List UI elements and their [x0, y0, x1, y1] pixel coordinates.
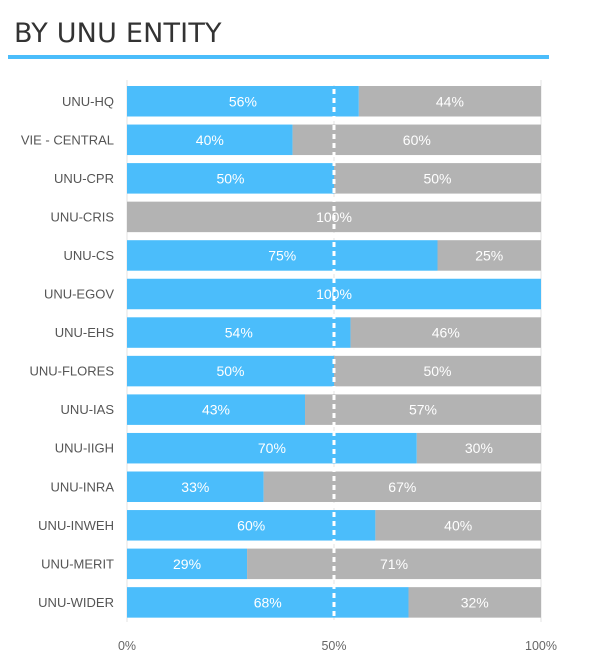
- bar-segment-1[interactable]: [437, 240, 542, 271]
- bar-segment-0[interactable]: [127, 355, 334, 387]
- bar-segment-1[interactable]: [416, 432, 541, 464]
- data-label: 50%: [423, 363, 451, 379]
- category-label: UNU-CPR: [54, 171, 114, 186]
- bar-segment-1[interactable]: [358, 86, 541, 117]
- bar-segment-0[interactable]: [127, 394, 306, 425]
- labels-layer: 0% 50% 100% UNU-HQ 56% 44% VIE - CENTRAL 40% 60%…: [21, 93, 557, 653]
- x-tick-label: 0%: [118, 639, 136, 653]
- bar-segment-0[interactable]: [127, 432, 417, 464]
- data-label: 56%: [229, 93, 257, 109]
- x-tick-label: 100%: [525, 639, 557, 653]
- bar-segment-0[interactable]: [127, 548, 248, 580]
- category-label: UNU-IIGH: [55, 441, 114, 456]
- chart-title: BY UNU ENTITY: [14, 18, 222, 49]
- x-tick-label: 50%: [321, 639, 346, 653]
- data-label: 60%: [403, 132, 431, 148]
- data-label: 68%: [254, 594, 282, 610]
- bar-segment-1[interactable]: [350, 317, 541, 348]
- data-label: 100%: [316, 209, 352, 225]
- category-label: VIE - CENTRAL: [21, 132, 114, 147]
- bar-segment-0[interactable]: [127, 240, 438, 271]
- category-label: UNU-EHS: [55, 325, 115, 340]
- bar-segment-1[interactable]: [263, 471, 541, 503]
- data-label: 44%: [436, 93, 464, 109]
- category-label: UNU-CRIS: [50, 209, 114, 224]
- data-label: 57%: [409, 402, 437, 418]
- bar-segment-0[interactable]: [127, 163, 334, 194]
- bar-segment-0[interactable]: [127, 124, 293, 156]
- bars-layer: [127, 80, 541, 622]
- data-label: 50%: [423, 170, 451, 186]
- data-label: 50%: [216, 170, 244, 186]
- category-label: UNU-INWEH: [38, 518, 114, 533]
- data-label: 100%: [316, 286, 352, 302]
- bar-segment-0[interactable]: [127, 317, 351, 348]
- category-label: UNU-FLORES: [29, 364, 114, 379]
- bar-segment-0[interactable]: [127, 278, 541, 310]
- bar-segment-0[interactable]: [127, 471, 264, 503]
- category-label: UNU-EGOV: [44, 287, 114, 302]
- bar-segment-1[interactable]: [305, 394, 541, 425]
- category-label: UNU-CS: [63, 248, 114, 263]
- data-label: 67%: [388, 479, 416, 495]
- title-underline: [8, 55, 549, 59]
- bar-segment-1[interactable]: [408, 587, 541, 618]
- bar-segment-0[interactable]: [127, 86, 359, 117]
- data-label: 30%: [465, 440, 493, 456]
- data-label: 75%: [268, 247, 296, 263]
- data-label: 54%: [225, 325, 253, 341]
- data-label: 33%: [181, 479, 209, 495]
- data-label: 43%: [202, 402, 230, 418]
- bar-segment-1[interactable]: [375, 510, 541, 541]
- data-label: 60%: [237, 517, 265, 533]
- data-label: 25%: [475, 247, 503, 263]
- data-label: 71%: [380, 556, 408, 572]
- data-label: 32%: [461, 594, 489, 610]
- data-label: 40%: [196, 132, 224, 148]
- bar-segment-1[interactable]: [334, 355, 541, 387]
- bar-segment-1[interactable]: [334, 163, 541, 194]
- data-label: 70%: [258, 440, 286, 456]
- category-label: UNU-MERIT: [41, 556, 114, 571]
- category-label: UNU-IAS: [61, 402, 115, 417]
- category-label: UNU-INRA: [50, 479, 114, 494]
- bar-segment-0[interactable]: [127, 587, 409, 618]
- data-label: 29%: [173, 556, 201, 572]
- data-label: 40%: [444, 517, 472, 533]
- category-label: UNU-WIDER: [38, 595, 114, 610]
- data-label: 50%: [216, 363, 244, 379]
- bar-segment-1[interactable]: [247, 548, 541, 580]
- category-label: UNU-HQ: [62, 94, 114, 109]
- data-label: 46%: [432, 325, 460, 341]
